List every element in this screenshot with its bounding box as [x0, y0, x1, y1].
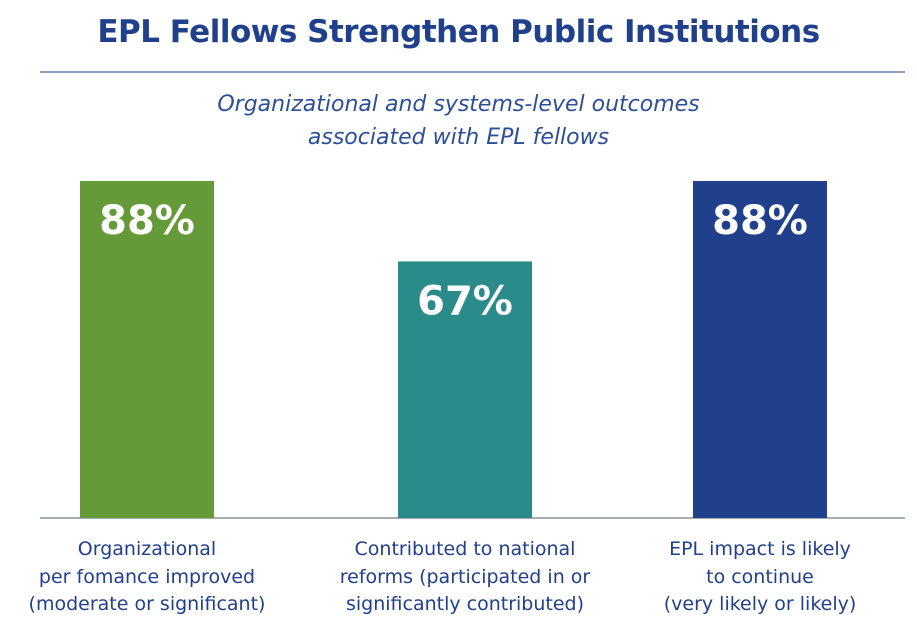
value-label: 67% — [417, 278, 513, 324]
bar — [693, 181, 827, 518]
value-label: 88% — [99, 198, 195, 244]
bar — [398, 261, 532, 518]
bar — [80, 181, 214, 518]
value-label: 88% — [712, 198, 808, 244]
chart-title: EPL Fellows Strengthen Public Institutio… — [97, 14, 820, 50]
category-label: EPL impact is likely to continue (very l… — [663, 538, 857, 615]
category-label: Contributed to national reforms (partici… — [339, 538, 591, 615]
category-label: Organizational per fomance improved (mod… — [28, 538, 266, 615]
chart-subtitle: Organizational and systems-level outcome… — [217, 92, 700, 150]
